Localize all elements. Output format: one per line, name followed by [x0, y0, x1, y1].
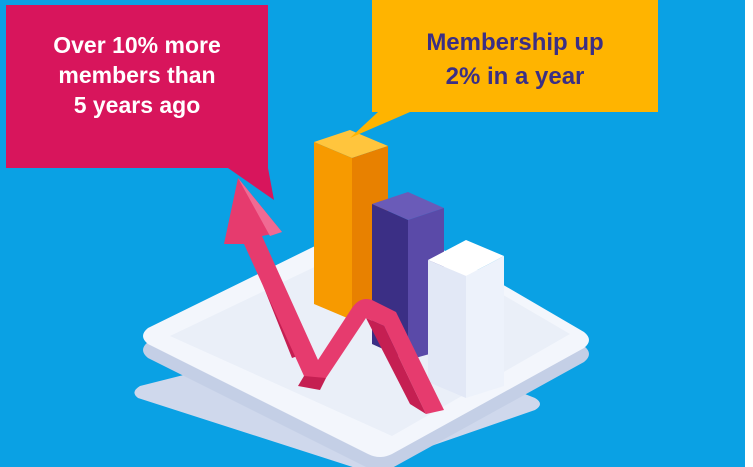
- callout-left-line: Over 10% more: [53, 32, 221, 58]
- callout-left-line: members than: [58, 62, 216, 88]
- callout-right-text: Membership up 2% in a year: [372, 26, 658, 94]
- callout-left-text: Over 10% more members than 5 years ago: [6, 30, 268, 120]
- callout-left-line: 5 years ago: [73, 92, 201, 118]
- callout-left: [6, 5, 274, 200]
- trend-arrow-icon: [224, 178, 444, 414]
- callout-right-line: Membership up: [426, 29, 604, 56]
- right-edge-strip: [745, 0, 753, 467]
- callout-right: [350, 0, 658, 138]
- callout-right-line: 2% in a year: [445, 63, 585, 90]
- bar-chart-icon: [314, 130, 504, 398]
- bar-white: [428, 240, 504, 398]
